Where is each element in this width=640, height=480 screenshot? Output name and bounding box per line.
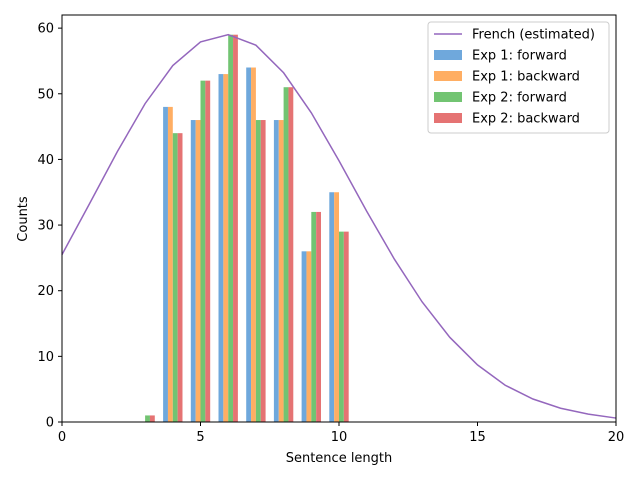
bar bbox=[177, 133, 183, 422]
bar bbox=[311, 211, 317, 422]
legend-patch-swatch bbox=[434, 92, 462, 102]
bar bbox=[195, 120, 201, 422]
bar bbox=[334, 192, 339, 422]
bar bbox=[329, 192, 335, 422]
bar bbox=[223, 74, 229, 423]
x-tick-label: 20 bbox=[608, 430, 625, 445]
x-tick-label: 10 bbox=[331, 430, 348, 445]
bar bbox=[278, 120, 284, 422]
legend-label: Exp 2: forward bbox=[472, 91, 567, 106]
bar bbox=[149, 415, 155, 422]
legend-patch-swatch bbox=[434, 113, 462, 123]
legend-box bbox=[427, 21, 610, 134]
bar bbox=[228, 34, 234, 423]
bar bbox=[301, 251, 307, 422]
bar bbox=[205, 80, 211, 422]
bar bbox=[190, 120, 196, 422]
y-tick-label: 60 bbox=[37, 22, 54, 37]
y-tick-label: 40 bbox=[37, 153, 54, 168]
legend-label: Exp 1: forward bbox=[472, 49, 567, 64]
bar bbox=[339, 231, 344, 422]
legend-label: French (estimated) bbox=[472, 28, 595, 43]
bar bbox=[145, 415, 150, 422]
y-tick-label: 30 bbox=[37, 219, 54, 234]
legend: French (estimated) Exp 1: forward Exp 1: b… bbox=[427, 21, 610, 134]
y-tick-label: 0 bbox=[46, 416, 54, 431]
bar bbox=[316, 211, 321, 422]
bar bbox=[306, 251, 312, 422]
bar bbox=[251, 67, 256, 423]
bar bbox=[218, 74, 224, 423]
bar bbox=[246, 67, 252, 423]
bar bbox=[200, 80, 206, 422]
bars-layer bbox=[145, 34, 349, 423]
curve-line bbox=[61, 33, 617, 419]
y-tick-label: 10 bbox=[37, 350, 54, 365]
bar bbox=[260, 120, 266, 422]
x-axis-label: Sentence length bbox=[286, 451, 393, 466]
x-tick-label: 15 bbox=[469, 430, 486, 445]
bar bbox=[233, 34, 238, 423]
bar bbox=[343, 231, 349, 422]
bar bbox=[273, 120, 279, 422]
curve-layer bbox=[61, 33, 617, 419]
legend-patch-swatch bbox=[434, 71, 462, 81]
bar bbox=[167, 106, 173, 422]
x-tick-label: 0 bbox=[58, 430, 66, 445]
y-tick-label: 20 bbox=[37, 284, 54, 299]
bar bbox=[288, 87, 294, 422]
legend-label: Exp 2: backward bbox=[472, 112, 580, 127]
legend-patch-swatch bbox=[434, 50, 462, 60]
bar bbox=[172, 133, 178, 422]
bar bbox=[163, 106, 168, 422]
axes: 0 5 10 15 20 0 10 20 30 40 50 60 bbox=[37, 14, 625, 445]
y-tick-label: 50 bbox=[37, 87, 54, 102]
x-tick-label: 5 bbox=[196, 430, 204, 445]
legend-label: Exp 1: backward bbox=[472, 70, 580, 85]
y-axis-label: Counts bbox=[16, 196, 31, 242]
bar bbox=[283, 87, 289, 422]
bar bbox=[255, 120, 261, 422]
